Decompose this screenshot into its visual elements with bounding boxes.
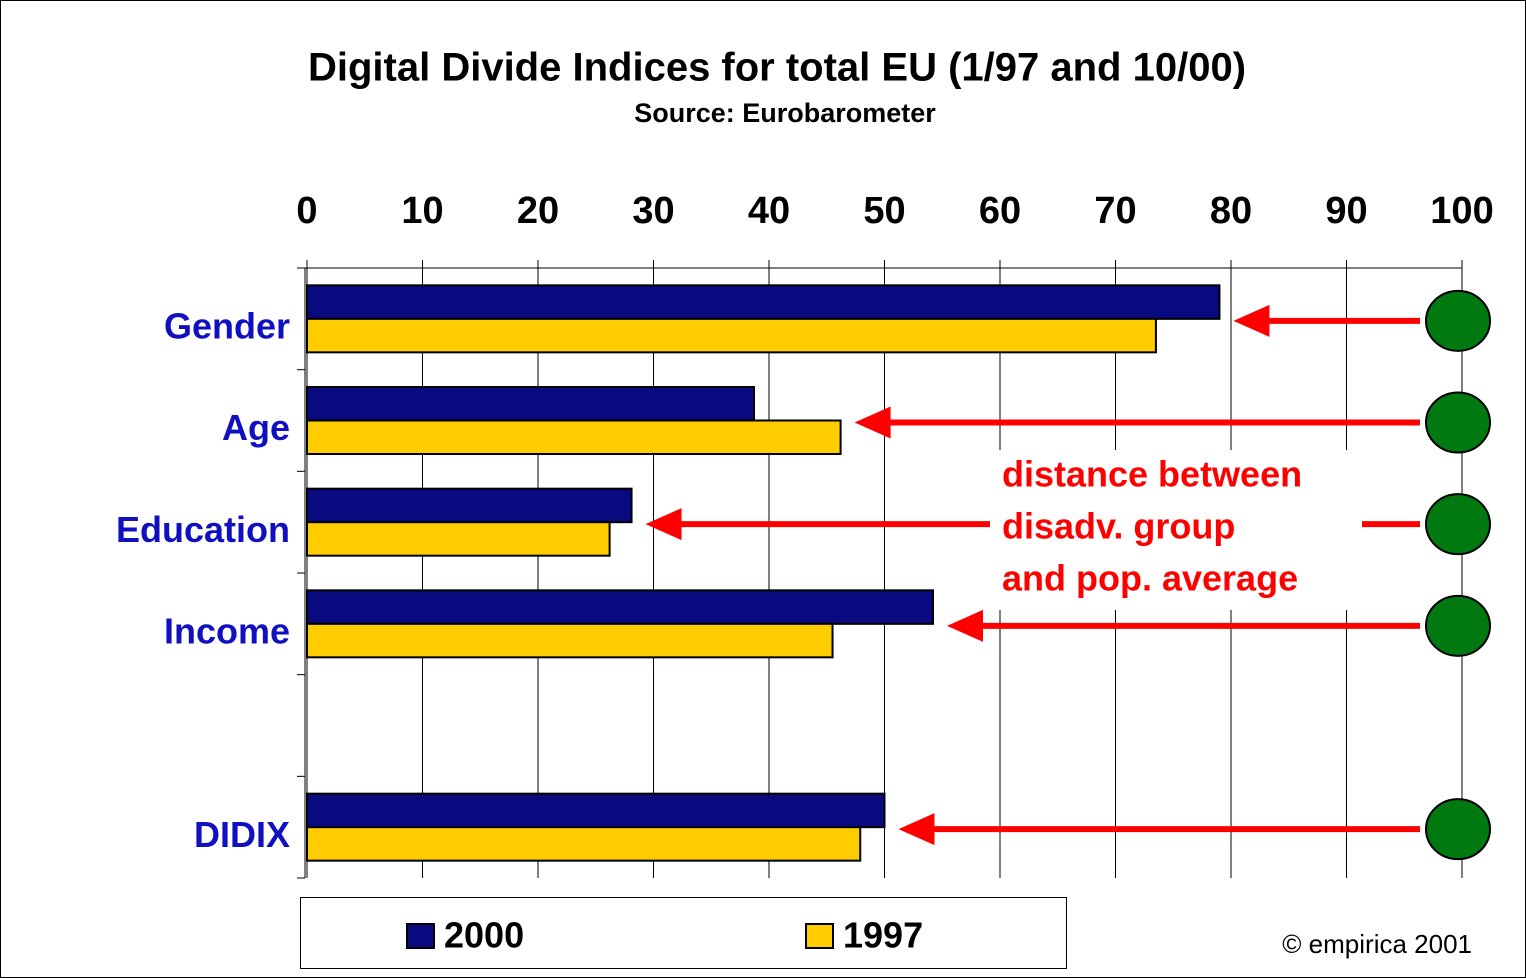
y-tick-label: Gender [164, 306, 290, 347]
annotation: and pop. average [1002, 558, 1298, 599]
legend-label: 1997 [843, 915, 923, 956]
annotation-bg [990, 450, 1362, 610]
bar [306, 622, 834, 659]
bar [306, 521, 611, 557]
x-tick-label: 40 [748, 190, 790, 232]
bar [306, 317, 1157, 354]
bar [306, 487, 633, 524]
x-tick-label: 80 [1210, 190, 1252, 232]
bar [306, 826, 862, 862]
marker [1425, 391, 1491, 454]
bar [306, 792, 886, 829]
x-tick-label: 0 [296, 190, 317, 232]
arrow-head [898, 813, 935, 846]
arrow-head [1233, 304, 1270, 337]
marker [1425, 289, 1491, 352]
copyright: © empirica 2001 [1282, 929, 1472, 959]
bar [306, 419, 842, 455]
arrow-head [854, 406, 891, 439]
arrow-head [645, 508, 682, 541]
marker [1425, 594, 1491, 657]
x-tick-label: 20 [517, 190, 559, 232]
marker [1425, 798, 1491, 861]
chart-title: Digital Divide Indices for total EU (1/9… [308, 46, 1246, 90]
y-tick-label: Age [222, 407, 290, 448]
annotation: distance between [1002, 454, 1302, 495]
bar [306, 589, 935, 625]
bar [306, 386, 755, 422]
x-tick-label: 10 [401, 190, 443, 232]
x-tick-label: 100 [1430, 190, 1493, 232]
legend-swatch [805, 923, 834, 949]
annotation: disadv. group [1002, 506, 1235, 547]
arrow-head [947, 609, 984, 642]
marker [1425, 493, 1491, 556]
bar [306, 284, 1221, 320]
y-tick-label: Education [116, 509, 290, 550]
x-tick-label: 90 [1325, 190, 1367, 232]
legend-swatch [406, 923, 435, 949]
x-tick-label: 50 [863, 190, 905, 232]
x-tick-label: 70 [1094, 190, 1136, 232]
y-tick-label: DIDIX [194, 814, 290, 855]
y-tick-label: Income [164, 611, 290, 652]
legend-label: 2000 [444, 915, 524, 956]
x-tick-label: 60 [979, 190, 1021, 232]
chart-subtitle: Source: Eurobarometer [634, 98, 936, 128]
x-tick-label: 30 [632, 190, 674, 232]
